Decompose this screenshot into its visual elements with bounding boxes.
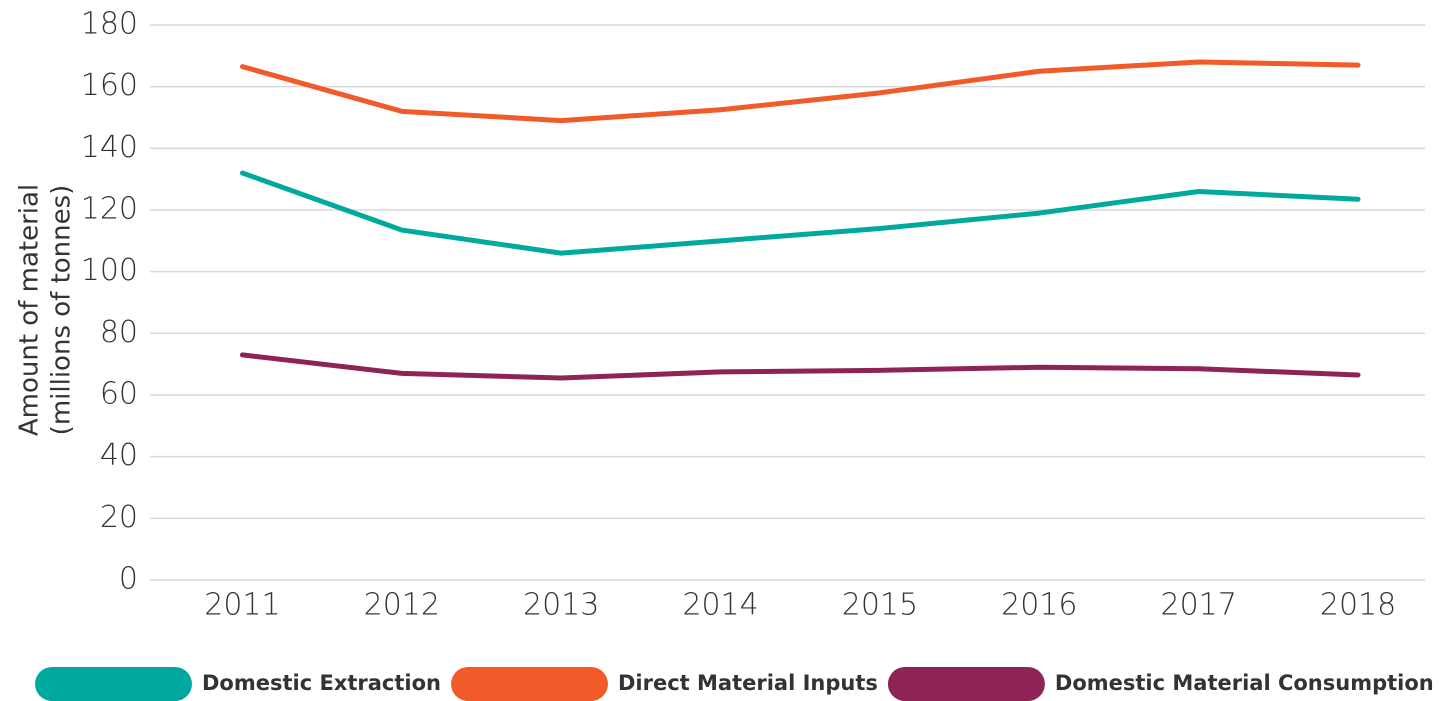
x-tick-label: 2014	[682, 588, 758, 623]
y-tick-label: 120	[81, 192, 138, 227]
x-tick-label: 2018	[1320, 588, 1396, 623]
y-tick-label: 0	[119, 562, 138, 597]
x-tick-label: 2012	[364, 588, 440, 623]
x-tick-label: 2013	[523, 588, 599, 623]
x-tick-label: 2015	[842, 588, 918, 623]
y-axis-label: Amount of material	[15, 184, 45, 436]
y-tick-label: 160	[81, 68, 138, 103]
legend-swatch	[35, 667, 192, 701]
y-tick-label: 80	[100, 315, 138, 350]
y-tick-label: 180	[81, 7, 138, 42]
legend-label: Domestic Extraction	[202, 671, 441, 695]
series-line	[239, 59, 1361, 124]
y-axis-label: (millions of tonnes)	[47, 185, 77, 436]
legend-label: Domestic Material Consumption	[1055, 671, 1434, 695]
y-tick-label: 60	[100, 377, 138, 412]
legend-swatch	[451, 667, 608, 701]
series-line	[239, 170, 1361, 256]
y-tick-label: 140	[81, 130, 138, 165]
legend-label: Direct Material Inputs	[618, 671, 878, 695]
y-tick-label: 40	[100, 438, 138, 473]
x-tick-label: 2017	[1161, 588, 1237, 623]
x-tick-label: 2016	[1001, 588, 1077, 623]
y-tick-label: 20	[100, 500, 138, 535]
legend-swatch	[887, 667, 1045, 701]
x-tick-label: 2011	[204, 588, 280, 623]
y-tick-label: 100	[81, 253, 138, 288]
series-line	[239, 352, 1361, 381]
